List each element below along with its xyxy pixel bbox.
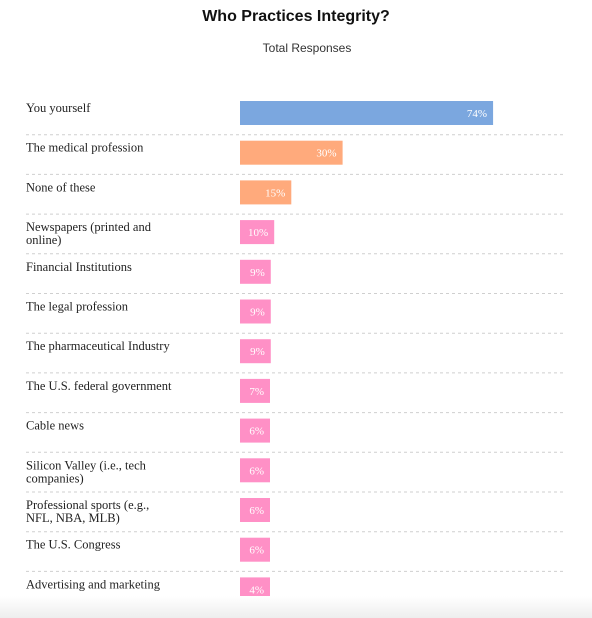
bottom-shade bbox=[0, 596, 592, 618]
category-label: The U.S. Congress bbox=[26, 538, 121, 552]
bar-value-label: 4% bbox=[249, 584, 264, 596]
bar-value-label: 15% bbox=[265, 187, 285, 199]
bar bbox=[240, 498, 270, 522]
bar bbox=[240, 259, 271, 284]
category-label: The legal profession bbox=[26, 300, 129, 314]
category-label: The pharmaceutical Industry bbox=[26, 339, 170, 353]
bar-value-label: 74% bbox=[467, 108, 487, 120]
category-label: Newspapers (printed and online) bbox=[26, 220, 152, 247]
bar bbox=[240, 458, 270, 483]
bar bbox=[240, 180, 292, 205]
category-label: Advertising and marketing bbox=[26, 577, 161, 591]
bar bbox=[240, 537, 270, 562]
bar-value-label: 6% bbox=[249, 545, 264, 557]
bar-value-label: 6% bbox=[249, 426, 264, 438]
chart-subtitle: Total Responses bbox=[262, 41, 352, 55]
bar-value-label: 9% bbox=[250, 307, 265, 319]
bar-value-label: 10% bbox=[248, 227, 268, 239]
category-label: Silicon Valley (i.e., tech companies) bbox=[26, 458, 147, 485]
bar bbox=[240, 378, 270, 403]
bar bbox=[240, 299, 271, 324]
bar bbox=[240, 418, 270, 443]
category-label: The medical profession bbox=[26, 141, 144, 155]
bar-value-label: 9% bbox=[250, 346, 265, 358]
bar bbox=[240, 220, 275, 245]
bar-value-label: 7% bbox=[249, 386, 264, 398]
bar-value-label: 9% bbox=[250, 267, 265, 279]
category-label: You yourself bbox=[26, 101, 91, 115]
bar-value-label: 6% bbox=[249, 505, 264, 517]
bar-value-label: 30% bbox=[316, 148, 336, 160]
bar bbox=[240, 140, 343, 165]
category-label: Financial Institutions bbox=[26, 260, 132, 274]
category-label: None of these bbox=[26, 180, 96, 194]
category-label: Professional sports (e.g., NFL, NBA, MLB) bbox=[26, 498, 149, 525]
chart-title: Who Practices Integrity? bbox=[202, 8, 390, 25]
bar bbox=[240, 101, 494, 125]
category-label: Cable news bbox=[26, 419, 84, 433]
category-label: The U.S. federal government bbox=[26, 379, 172, 393]
bar-value-label: 6% bbox=[249, 465, 264, 477]
bar bbox=[240, 339, 271, 364]
